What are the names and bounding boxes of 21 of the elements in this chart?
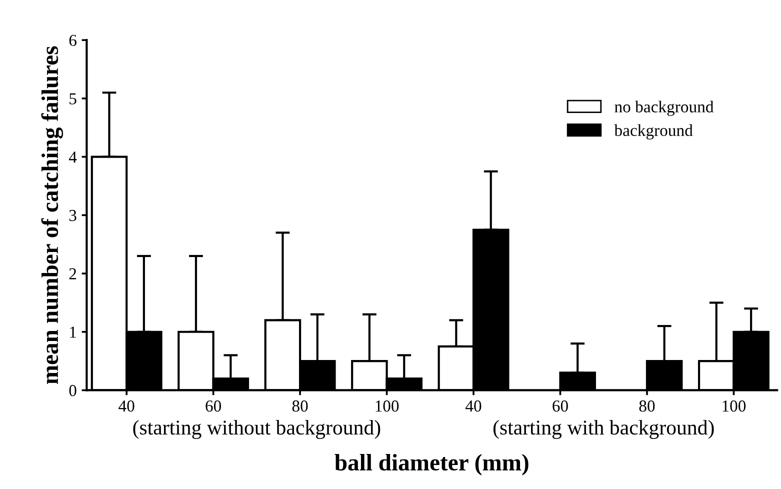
x-tick-label: 100 <box>722 400 746 412</box>
y-tick-label: 2 <box>69 268 76 280</box>
x-tick-label: 80 <box>292 400 308 412</box>
y-tick-label: 6 <box>69 34 76 46</box>
x-tick-label: 80 <box>639 400 655 412</box>
y-tick-label: 5 <box>70 93 76 104</box>
y-axis-title: mean number of catching failures <box>41 46 64 384</box>
x-axis-title: ball diameter (mm) <box>334 454 528 476</box>
legend-label: background <box>614 124 693 140</box>
y-tick-label: 1 <box>70 326 76 338</box>
x-tick-label: 40 <box>118 400 134 412</box>
x-tick-label: 60 <box>206 400 222 412</box>
legend-label: no background <box>614 100 714 116</box>
text: (starting without background) <box>133 420 380 439</box>
x-tick-label: 60 <box>552 400 568 412</box>
x-tick-label: 40 <box>466 400 482 412</box>
y-tick-label: 0 <box>69 384 76 396</box>
text: (starting with background) <box>493 420 714 439</box>
x-tick-label: 100 <box>376 400 399 412</box>
y-tick-label: 4 <box>68 152 77 163</box>
y-tick-label: 3 <box>69 210 76 222</box>
